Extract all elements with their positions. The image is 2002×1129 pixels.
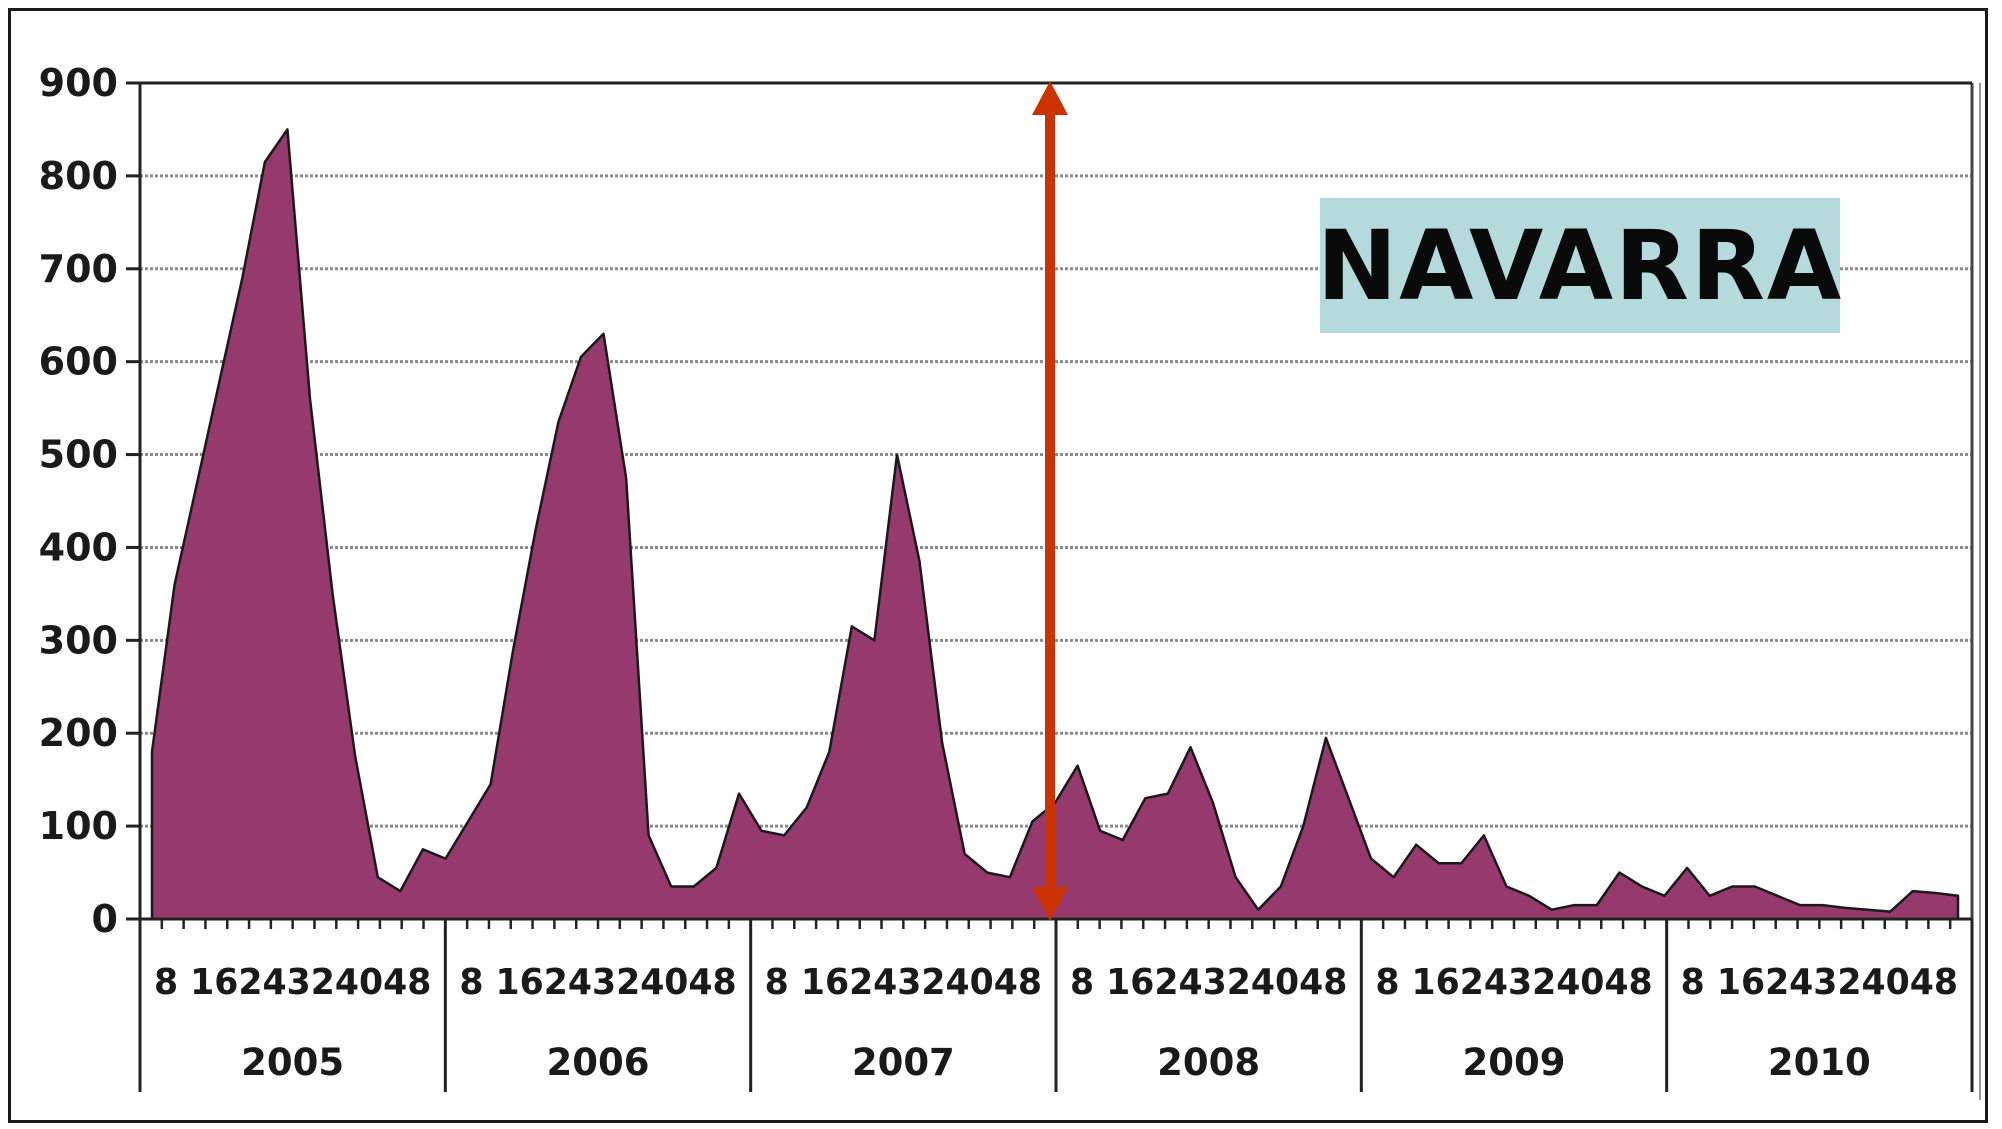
region-label: NAVARRA [1316, 209, 1844, 322]
y-tick-label: 500 [39, 433, 118, 477]
y-tick-label: 200 [39, 711, 118, 755]
year-label: 2007 [852, 1041, 955, 1084]
y-tick-label: 400 [39, 525, 118, 569]
y-tick-label: 700 [39, 247, 118, 291]
y-tick-label: 100 [39, 804, 118, 848]
week-labels: 8 1624324048 [459, 962, 736, 1003]
region-badge: NAVARRA [1316, 198, 1844, 333]
year-label: 2006 [547, 1041, 650, 1084]
x-category-axis: 8 1624324048 2005 8 1624324048 2006 8 162432… [138, 919, 1974, 1092]
week-labels: 8 1624324048 [1375, 962, 1652, 1003]
week-labels: 8 1624324048 [154, 962, 431, 1003]
week-labels: 8 1624324048 [765, 962, 1042, 1003]
grid-lines [140, 81, 1972, 828]
week-labels: 8 1624324048 [1070, 962, 1347, 1003]
y-tick-label: 900 [39, 61, 118, 105]
week-labels: 8 1624324048 [1681, 962, 1958, 1003]
y-tick-label: 300 [39, 618, 118, 662]
year-label: 2005 [241, 1041, 344, 1084]
area-fill [150, 128, 1960, 921]
year-label: 2010 [1768, 1041, 1871, 1084]
year-label: 2009 [1463, 1041, 1566, 1084]
year-label: 2008 [1157, 1041, 1260, 1084]
marker-arrowhead-down [1032, 887, 1068, 921]
y-tick-label: 0 [92, 897, 118, 941]
y-tick-labels: 0 100 200 300 400 500 600 700 800 900 [39, 61, 118, 941]
y-tick-label: 600 [39, 340, 118, 384]
vertical-marker [1032, 81, 1068, 921]
area-series [150, 128, 1960, 921]
marker-arrowhead-up [1032, 81, 1068, 115]
y-tick-label: 800 [39, 154, 118, 198]
chart-frame [8, 8, 1988, 1123]
